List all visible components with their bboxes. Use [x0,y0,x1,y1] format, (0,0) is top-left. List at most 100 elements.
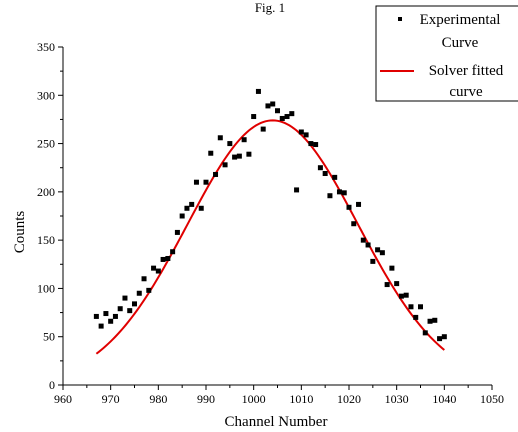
experimental-point [403,292,409,298]
experimental-point [360,237,366,243]
legend: Experimental Curve Solver fitted curve [375,5,518,102]
y-tick-label: 150 [37,233,55,247]
experimental-point [322,171,328,177]
experimental-point [189,201,195,207]
experimental-point [246,151,252,157]
experimental-point [441,334,447,340]
experimental-point [112,313,118,319]
experimental-point [203,179,209,185]
experimental-point [332,174,338,180]
experimental-point [327,193,333,199]
experimental-point [227,141,233,147]
x-tick-label: 1000 [242,392,266,406]
y-tick-label: 350 [37,40,55,54]
experimental-point [179,213,185,219]
experimental-point [122,295,128,301]
experimental-point [356,201,362,207]
x-tick-label: 1030 [385,392,409,406]
experimental-point [260,126,266,132]
experimental-point [275,108,280,114]
experimental-point [127,308,133,314]
experimental-point [174,229,180,235]
experimental-point [294,187,300,193]
y-tick-label: 50 [43,330,55,344]
experimental-point [308,141,314,147]
experimental-point [365,242,371,248]
experimental-point [370,258,376,264]
experimental-point [198,205,204,211]
experimental-point [160,256,166,262]
experimental-point [103,311,109,317]
experimental-point [136,290,142,296]
experimental-point [165,255,171,261]
experimental-point [279,115,285,121]
experimental-point [413,314,419,320]
experimental-point [398,293,404,299]
experimental-point [422,330,428,336]
experimental-point [98,323,104,329]
experimental-point [232,154,238,160]
experimental-point [117,306,123,312]
experimental-point [251,114,257,120]
fitted-curve-line [95,119,445,355]
x-tick-label: 980 [149,392,167,406]
x-tick-label: 1050 [480,392,504,406]
experimental-point [384,282,390,288]
legend-marker-experimental [398,17,402,21]
experimental-point [184,205,190,211]
x-axis-label: Channel Number [225,414,328,430]
experimental-point [389,265,395,271]
y-tick-label: 100 [37,281,55,295]
experimental-point [270,101,276,107]
experimental-point [213,171,219,177]
experimental-point [375,247,381,253]
y-tick-label: 0 [49,378,55,392]
experimental-point [222,162,228,168]
experimental-point [313,142,319,148]
axes: 960 970 980 990 1000 1010 1020 1030 1040 1050 0 50 1… [37,40,504,406]
experimental-point [208,150,214,156]
experimental-point [151,265,157,271]
experimental-point [170,249,176,255]
experimental-point [427,318,433,324]
experimental-point [217,135,223,141]
experimental-point [108,318,114,324]
legend-label-experimental: Experimental [420,12,501,28]
x-tick-label: 1010 [289,392,313,406]
legend-label-fitted: Solver fitted [429,63,504,79]
legend-label-fitted-2: curve [449,84,483,100]
experimental-point [432,317,438,323]
y-tick-label: 300 [37,88,55,102]
y-axis-label: Counts [12,211,28,254]
x-tick-label: 960 [54,392,72,406]
legend-label-experimental-2: Curve [442,35,479,51]
experimental-point [394,281,400,287]
experimental-point [303,132,309,138]
experimental-point [408,304,414,310]
chart-title: Fig. 1 [255,0,285,15]
experimental-point [289,111,295,117]
experimental-point [155,268,161,274]
x-tick-label: 990 [197,392,215,406]
experimental-point [193,179,199,185]
x-tick-label: 1020 [337,392,361,406]
y-tick-label: 250 [37,137,55,151]
experimental-point [437,336,443,342]
experimental-point [241,137,247,143]
plot-area [93,88,447,355]
x-tick-label: 1040 [432,392,456,406]
experimental-point [346,204,352,210]
legend-box [375,5,518,102]
experimental-point [317,165,323,171]
experimental-point [336,189,342,195]
experimental-point [93,313,99,319]
experimental-point [236,153,242,159]
experimental-point [379,250,385,256]
experimental-point [132,301,137,307]
experimental-point [341,190,347,196]
experimental-point [141,276,147,282]
experimental-point [146,287,152,293]
experimental-point [284,114,290,120]
experimental-point [265,103,271,109]
